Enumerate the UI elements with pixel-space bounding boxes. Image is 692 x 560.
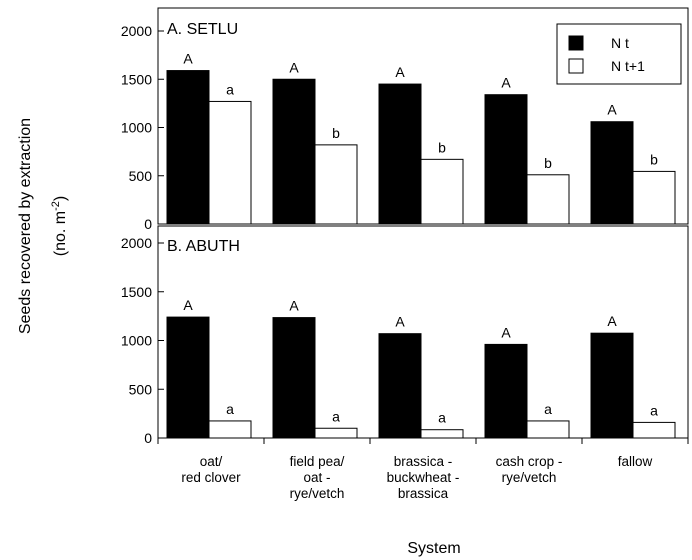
category-label-line: fallow <box>618 454 653 469</box>
panel-b: 0 500 1000 1500 2000 B. ABUTH A A A A Aa a a a a oat/re… <box>121 225 689 501</box>
significance-letter: a <box>226 81 234 97</box>
y-tick-label: 500 <box>129 168 153 184</box>
y-axis-title: Seeds recovered by extraction <box>17 118 34 334</box>
bar-nt <box>484 343 528 439</box>
category-label-line: brassica - <box>394 454 453 469</box>
panel-a: 0 500 1000 1500 2000 A. SETLU A A A A Aa b b b b <box>121 7 689 232</box>
legend-label-nt: N t <box>611 35 629 51</box>
category-label-line: oat/ <box>200 454 223 469</box>
legend-swatch-nt <box>568 35 584 51</box>
y-tick-label: 1500 <box>121 284 152 300</box>
significance-letter: a <box>544 401 552 417</box>
bar-nt <box>272 78 316 225</box>
y-tick-label: 1500 <box>121 71 152 87</box>
significance-letter: a <box>438 410 446 426</box>
bar-nt <box>166 70 210 225</box>
category-label-line: brassica <box>398 486 449 501</box>
legend: N t N t+1 <box>556 23 682 85</box>
bar-nt1 <box>632 421 676 439</box>
x-axis-title: System <box>407 540 460 557</box>
y-tick-label: 2000 <box>121 23 152 39</box>
significance-letter: A <box>289 59 299 75</box>
bar-nt <box>484 94 528 225</box>
bar-nt1 <box>526 174 570 225</box>
significance-letter: A <box>501 75 511 91</box>
bar-nt <box>166 316 210 439</box>
y-tick-label: 1000 <box>121 120 152 136</box>
y-tick-label: 500 <box>129 381 153 397</box>
legend-box <box>556 23 682 85</box>
category-label-line: buckwheat - <box>387 470 460 485</box>
bar-nt1 <box>526 420 570 439</box>
significance-letter: b <box>650 151 658 167</box>
category-label: fallow <box>618 454 653 469</box>
y-axis-unit-main: (no. m <box>52 211 69 256</box>
bar-nt1 <box>208 100 252 225</box>
significance-letter: A <box>183 297 193 313</box>
category-label: field pea/oat -rye/vetch <box>290 454 345 501</box>
panel-title: A. SETLU <box>167 21 238 38</box>
legend-swatch-nt1 <box>568 58 584 74</box>
y-axis-unit-exp: -2 <box>50 201 62 211</box>
significance-letter: A <box>607 102 617 118</box>
category-label-line: oat - <box>303 470 330 485</box>
significance-letter: A <box>183 51 193 67</box>
bar-nt <box>378 83 422 225</box>
category-label-line: field pea/ <box>290 454 345 469</box>
bar-nt <box>378 333 422 439</box>
category-label: cash crop -rye/vetch <box>496 454 563 485</box>
bar-nt1 <box>314 144 358 225</box>
y-axis-unit: (no. m-2) <box>50 196 69 256</box>
y-tick-label: 1000 <box>121 333 152 349</box>
panel-title: B. ABUTH <box>167 238 240 255</box>
significance-letter: A <box>395 64 405 80</box>
bar-nt1 <box>420 158 464 225</box>
category-label-line: cash crop - <box>496 454 563 469</box>
bar-nt1 <box>314 427 358 439</box>
y-axis-unit-close: ) <box>52 196 69 201</box>
significance-letter: b <box>438 139 446 155</box>
bar-nt <box>590 121 634 225</box>
significance-letter: a <box>332 408 340 424</box>
y-tick-label: 2000 <box>121 235 152 251</box>
chart-panels: 0 500 1000 1500 2000 A. SETLU A A A A Aa b b b b 0 500 10… <box>121 7 689 501</box>
significance-letter: b <box>332 125 340 141</box>
y-tick-label: 0 <box>144 216 152 232</box>
significance-letter: A <box>395 314 405 330</box>
significance-letter: A <box>289 298 299 314</box>
legend-label-nt1: N t+1 <box>611 58 645 74</box>
category-label-line: rye/vetch <box>502 470 557 485</box>
significance-letter: a <box>650 402 658 418</box>
significance-letter: b <box>544 155 552 171</box>
significance-letter: a <box>226 401 234 417</box>
category-label-line: red clover <box>181 470 241 485</box>
bar-nt <box>272 317 316 439</box>
category-label-line: rye/vetch <box>290 486 345 501</box>
category-label: oat/red clover <box>181 454 241 485</box>
y-tick-label: 0 <box>144 430 152 446</box>
bar-nt <box>590 332 634 439</box>
bar-nt1 <box>420 429 464 439</box>
bar-nt1 <box>632 170 676 225</box>
significance-letter: A <box>607 313 617 329</box>
bar-nt1 <box>208 420 252 439</box>
significance-letter: A <box>501 324 511 340</box>
category-label: brassica -buckwheat -brassica <box>387 454 460 501</box>
